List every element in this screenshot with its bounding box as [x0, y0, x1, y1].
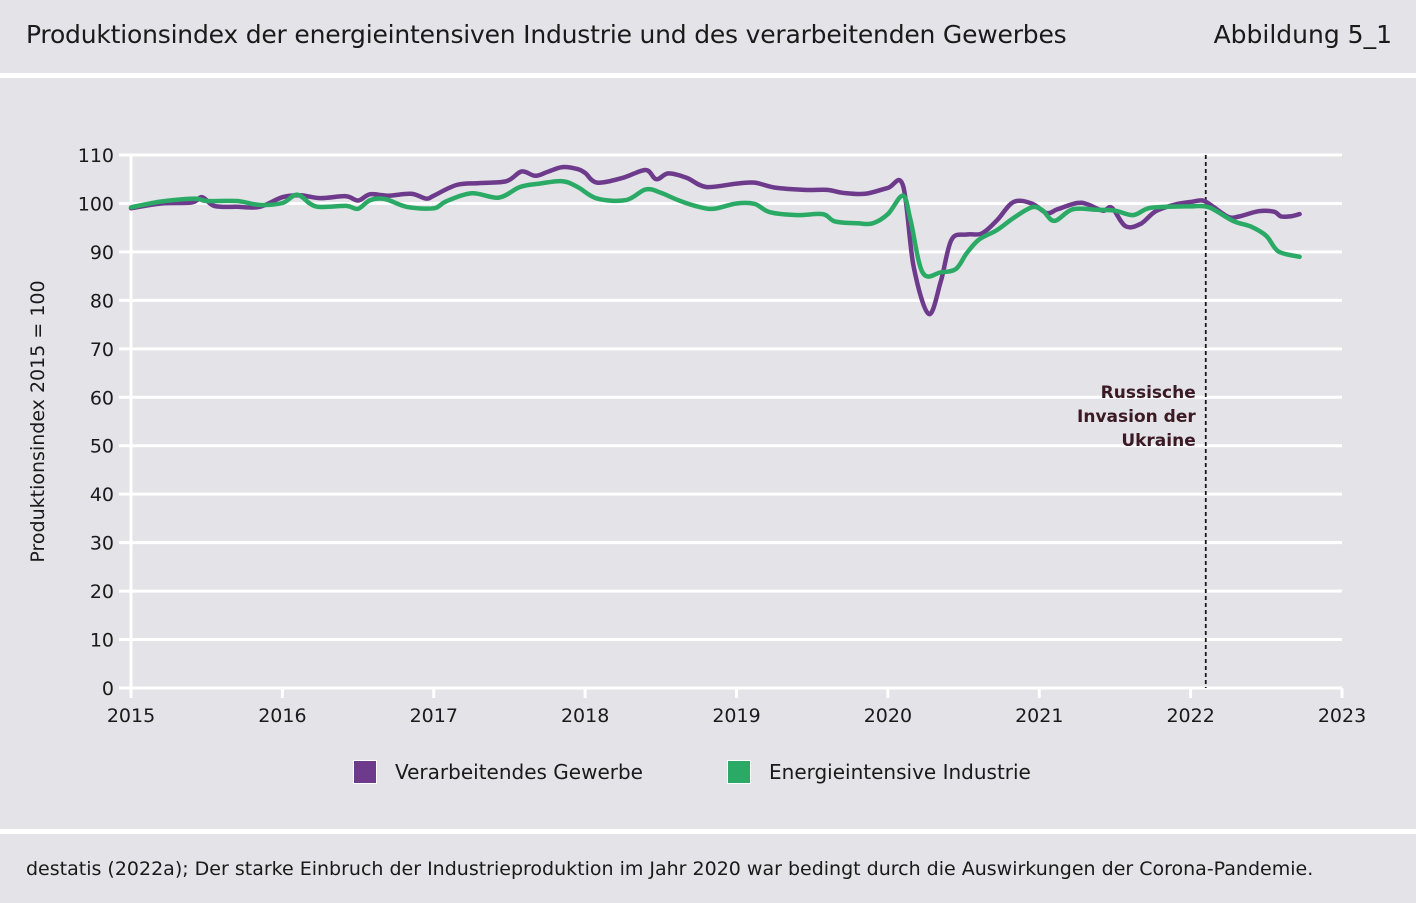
x-tick-label: 2021 [1015, 705, 1063, 727]
invasion-label-line: Invasion der [1077, 407, 1196, 427]
source-note: destatis (2022a); Der starke Einbruch de… [26, 858, 1314, 880]
y-tick-label: 50 [90, 436, 114, 458]
y-tick-label: 110 [78, 145, 114, 167]
legend-label-verarbeitendes: Verarbeitendes Gewerbe [395, 760, 643, 784]
y-tick-label: 40 [90, 484, 114, 506]
x-tick-label: 2023 [1318, 705, 1366, 727]
y-tick-label: 70 [90, 339, 114, 361]
x-tick-label: 2022 [1166, 705, 1214, 727]
invasion-label-line: Russische [1101, 383, 1196, 403]
y-tick-label: 80 [90, 290, 114, 312]
invasion-label-line: Ukraine [1121, 431, 1195, 451]
x-tick-label: 2019 [712, 705, 760, 727]
legend-label-energieintensiv: Energieintensive Industrie [769, 760, 1031, 784]
series-line-verarbeitendes-gewerbe [128, 164, 1302, 317]
bottom-divider [0, 829, 1416, 834]
y-tick-label: 10 [90, 630, 114, 652]
y-tick-label: 30 [90, 533, 114, 555]
x-tick-label: 2018 [561, 705, 609, 727]
legend-swatch-energieintensiv [727, 760, 751, 784]
series-line-energieintensive-industrie [128, 178, 1302, 279]
figure-label: Abbildung 5_1 [1213, 20, 1392, 49]
y-tick-label: 90 [90, 242, 114, 264]
x-tick-label: 2016 [258, 705, 306, 727]
legend: Verarbeitendes Gewerbe Energieintensive … [0, 760, 1416, 790]
header: Produktionsindex der energieintensiven I… [0, 0, 1416, 73]
y-tick-label: 0 [102, 678, 114, 700]
y-tick-label: 20 [90, 581, 114, 603]
legend-item-verarbeitendes: Verarbeitendes Gewerbe [353, 760, 643, 784]
x-tick-label: 2015 [107, 705, 155, 727]
legend-swatch-verarbeitendes [353, 760, 377, 784]
x-tick-label: 2017 [410, 705, 458, 727]
y-tick-label: 60 [90, 387, 114, 409]
y-axis-title: Produktionsindex 2015 = 100 [27, 280, 49, 562]
page-title: Produktionsindex der energieintensiven I… [26, 20, 1067, 49]
y-tick-label: 100 [78, 193, 114, 215]
legend-item-energieintensiv: Energieintensive Industrie [727, 760, 1031, 784]
top-divider [0, 73, 1416, 78]
line-chart: 0 10 20 30 40 50 60 70 80 90 100 110 2015 2016 2017 201… [27, 145, 1366, 727]
x-tick-label: 2020 [864, 705, 912, 727]
